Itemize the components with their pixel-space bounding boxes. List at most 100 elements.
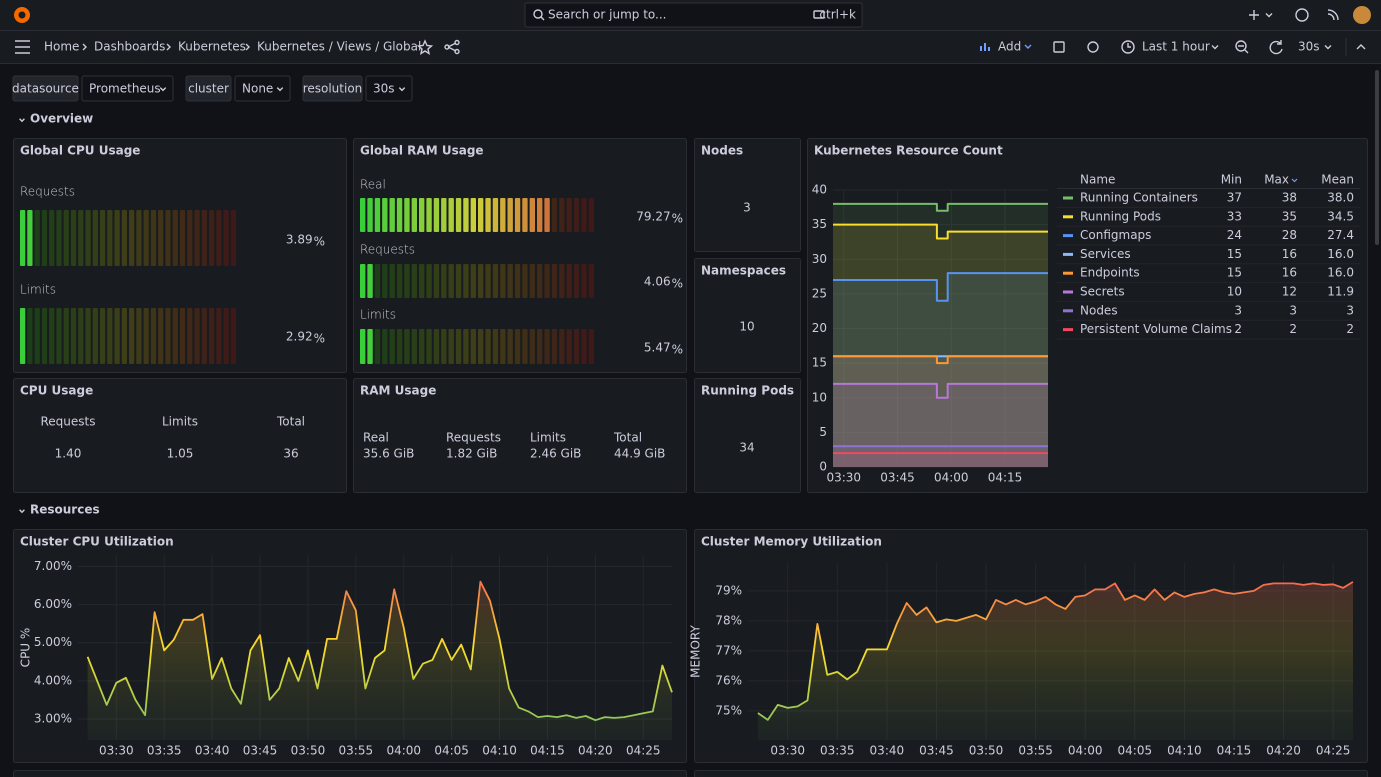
gauge-cell	[529, 264, 535, 298]
variable-select[interactable]	[234, 75, 291, 102]
series-line	[833, 382, 1048, 399]
y-tick-label: 20	[812, 321, 827, 335]
panel	[694, 258, 801, 373]
legend-name[interactable]: Configmaps	[1080, 228, 1151, 242]
x-tick-label: 04:10	[1167, 744, 1202, 758]
add-button[interactable]: Add	[998, 40, 1021, 54]
refresh-interval[interactable]: 30s	[1298, 40, 1320, 54]
legend-name[interactable]: Running Pods	[1080, 209, 1161, 223]
gauge-cell	[136, 308, 142, 364]
star-icon[interactable]	[416, 39, 434, 55]
legend-name[interactable]: Endpoints	[1080, 266, 1140, 280]
gauge-cell	[165, 308, 171, 364]
legend-name[interactable]: Secrets	[1080, 285, 1125, 299]
gauge-cell	[70, 210, 77, 266]
y-tick-label: 10	[812, 390, 827, 404]
legend-name[interactable]: Services	[1080, 247, 1131, 261]
gauge-cell	[522, 329, 528, 364]
collapse-icon[interactable]	[1356, 44, 1366, 50]
variable-label-box	[185, 75, 232, 102]
stat-value: 2.46 GiB	[530, 447, 581, 461]
gauge-cell	[63, 210, 69, 266]
gauge-cell	[537, 264, 543, 298]
gauge-cell	[581, 264, 587, 298]
gauge-cell	[492, 329, 499, 364]
gauge-cell	[230, 308, 236, 364]
legend-name[interactable]: Persistent Volume Claims	[1080, 322, 1232, 336]
gauge-cell	[201, 308, 207, 364]
stat-value: 36	[283, 447, 298, 461]
y-tick-label: 40	[812, 183, 827, 197]
breadcrumb-item[interactable]: Kubernetes	[178, 40, 246, 54]
search-box[interactable]	[524, 2, 863, 28]
sort-icon	[1291, 178, 1298, 183]
gauge-cell	[411, 264, 417, 298]
gauge-cell	[143, 210, 149, 266]
gauge-cell	[485, 329, 491, 364]
breadcrumb-item[interactable]: Dashboards	[94, 40, 165, 54]
gauge-cell-lit	[514, 198, 521, 232]
gauge-cell	[208, 308, 215, 364]
gauge-cell-lit	[470, 198, 476, 232]
breadcrumb-item[interactable]: Home	[44, 40, 79, 54]
search-icon	[540, 16, 545, 21]
zoom-out-icon[interactable]	[1235, 40, 1247, 52]
x-tick-label: 04:10	[482, 744, 517, 758]
legend-name[interactable]: Running Containers	[1080, 191, 1198, 205]
time-range[interactable]: Last 1 hour	[1142, 40, 1210, 54]
legend-stat: 15	[1227, 266, 1242, 280]
save-icon[interactable]	[1053, 41, 1065, 53]
gauge-cell	[470, 264, 476, 298]
variable-value: 30s	[373, 82, 395, 96]
search-icon	[533, 9, 543, 19]
x-tick-label: 03:50	[291, 744, 326, 758]
y-tick-label: 25	[812, 286, 827, 300]
y-tick-label: 4.00%	[34, 673, 72, 687]
chevron-icon	[1324, 45, 1332, 50]
gauge-cell	[588, 329, 594, 364]
x-tick-label: 04:20	[578, 744, 613, 758]
gauge-cell-lit	[441, 198, 447, 232]
gauge-label: Requests	[360, 243, 415, 257]
panel-title: Nodes	[701, 144, 743, 158]
gauge-label: Limits	[360, 308, 396, 322]
gauge-cell	[223, 308, 229, 364]
variable-select[interactable]	[365, 75, 413, 102]
variable-select[interactable]	[81, 75, 174, 102]
gauge-cell-lit	[433, 198, 440, 232]
legend-stat: 33	[1227, 209, 1242, 223]
plus-icon[interactable]	[1249, 10, 1259, 20]
gauge-cell	[463, 264, 469, 298]
gauge-cell-lit	[404, 198, 410, 232]
gauge-cell	[179, 308, 186, 364]
x-tick-label: 04:20	[1266, 744, 1301, 758]
menu-icon[interactable]	[15, 40, 30, 54]
legend-name[interactable]: Nodes	[1080, 303, 1118, 317]
stat-value: 35.6 GiB	[363, 447, 414, 461]
gauge-cell	[56, 308, 62, 364]
chevron-icon	[1024, 44, 1032, 49]
avatar[interactable]	[1353, 6, 1371, 24]
legend-stat: 16	[1282, 247, 1297, 261]
gauge-cell	[573, 198, 580, 232]
gauge-cell	[448, 329, 454, 364]
legend-stat: 28	[1282, 228, 1297, 242]
breadcrumb-separator	[245, 43, 250, 51]
chevron-icon	[398, 87, 406, 92]
x-tick-label: 03:45	[919, 744, 954, 758]
x-tick-label: 03:30	[99, 744, 134, 758]
gauge-cell	[411, 329, 417, 364]
refresh-icon[interactable]	[1269, 40, 1283, 55]
help-icon[interactable]	[1295, 8, 1309, 22]
settings-icon[interactable]	[1087, 41, 1099, 53]
gauge-cell	[478, 264, 484, 298]
gauge-cell-lit	[360, 198, 366, 232]
panel-title: RAM Usage	[360, 384, 436, 398]
breadcrumb-separator	[82, 43, 87, 51]
gauge-cell	[478, 329, 484, 364]
legend-stat: 3	[1289, 303, 1297, 317]
news-icon[interactable]	[1327, 9, 1339, 21]
gauge-cell	[522, 264, 528, 298]
stat-value: 34	[739, 441, 754, 455]
